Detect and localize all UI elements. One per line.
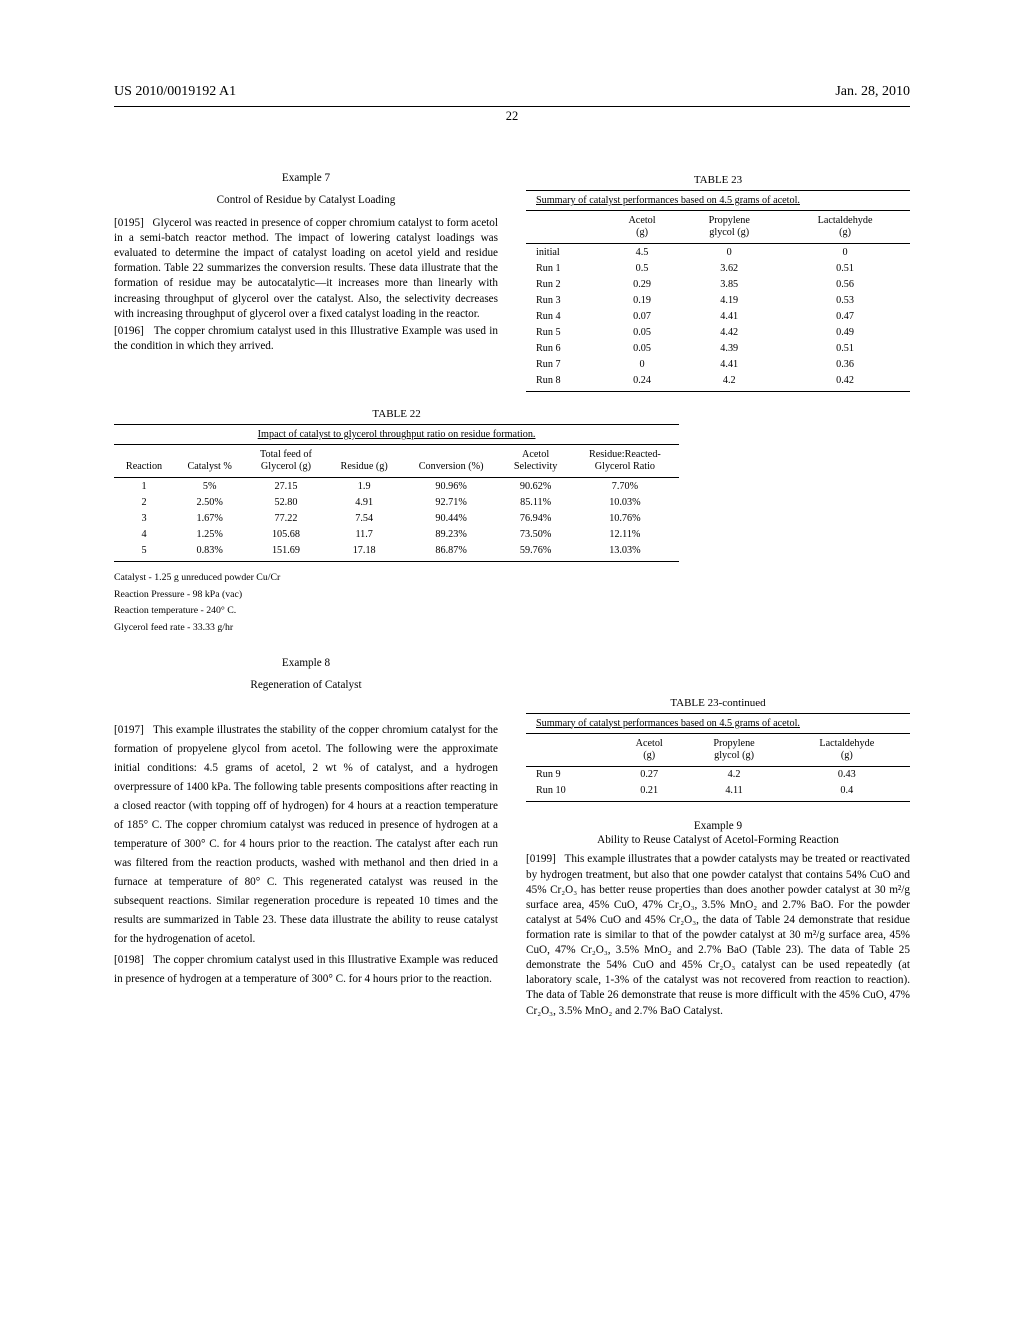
two-column-layout: Example 7 Control of Residue by Catalyst… xyxy=(114,158,910,392)
para-text: This example illustrates the stability o… xyxy=(114,724,498,945)
table-row: 41.25%105.6811.789.23%73.50%12.11% xyxy=(114,526,679,542)
para-number: [0197] xyxy=(114,724,144,736)
table-row: Run 40.074.410.47 xyxy=(526,308,910,324)
example-9-subtitle: Ability to Reuse Catalyst of Acetol-Form… xyxy=(526,834,910,846)
table-row: Run 50.054.420.49 xyxy=(526,324,910,340)
note: Reaction temperature - 240° C. xyxy=(114,603,679,620)
para-text: The copper chromium catalyst used in thi… xyxy=(114,325,498,352)
publication-date: Jan. 28, 2010 xyxy=(835,84,910,100)
table-row: Run 704.410.36 xyxy=(526,356,910,372)
example-7-subtitle: Control of Residue by Catalyst Loading xyxy=(114,194,498,206)
t22-h2: Catalyst % xyxy=(174,444,245,477)
example-7-title: Example 7 xyxy=(114,172,498,184)
note: Reaction Pressure - 98 kPa (vac) xyxy=(114,587,679,604)
table-23-label: TABLE 23 xyxy=(526,174,910,186)
para-text: The copper chromium catalyst used in thi… xyxy=(114,954,498,985)
table-row: Run 90.274.20.43 xyxy=(526,766,910,783)
page-header: US 2010/0019192 A1 Jan. 28, 2010 xyxy=(114,84,910,100)
paragraph-0196: [0196] The copper chromium catalyst used… xyxy=(114,324,498,354)
table-22: Impact of catalyst to glycerol throughpu… xyxy=(114,424,679,562)
example-9-title: Example 9 xyxy=(526,820,910,832)
t23-h2: Acetol(g) xyxy=(606,211,679,244)
right-column-lower: TABLE 23-continued Summary of catalyst p… xyxy=(526,643,910,1021)
para-number: [0195] xyxy=(114,217,144,229)
para-number: [0198] xyxy=(114,954,144,966)
note: Catalyst - 1.25 g unreduced powder Cu/Cr xyxy=(114,570,679,587)
table-23c-label: TABLE 23-continued xyxy=(526,697,910,709)
table-22-wrap: TABLE 22 Impact of catalyst to glycerol … xyxy=(114,408,910,637)
table-22-label: TABLE 22 xyxy=(114,408,679,420)
example-8-subtitle: Regeneration of Catalyst xyxy=(114,679,498,691)
t23-h4: Lactaldehyde(g) xyxy=(780,211,910,244)
table-row: 15%27.151.990.96%90.62%7.70% xyxy=(114,478,679,495)
t22-h3: Total feed ofGlycerol (g) xyxy=(245,444,326,477)
table-row: 50.83%151.6917.1886.87%59.76%13.03% xyxy=(114,542,679,561)
t22-h5: Conversion (%) xyxy=(402,444,501,477)
t22-h7: Residue:Reacted-Glycerol Ratio xyxy=(571,444,680,477)
lower-columns: Example 8 Regeneration of Catalyst [0197… xyxy=(114,643,910,1021)
example-8-title: Example 8 xyxy=(114,657,498,669)
table-row: Run 60.054.390.51 xyxy=(526,340,910,356)
page-number: 22 xyxy=(114,109,910,124)
table-row: Run 20.293.850.56 xyxy=(526,276,910,292)
t22-h1: Reaction xyxy=(114,444,174,477)
paragraph-0199: [0199] This example illustrates that a p… xyxy=(526,852,910,1018)
t22-h4: Residue (g) xyxy=(327,444,402,477)
note: Glycerol feed rate - 33.33 g/hr xyxy=(114,620,679,637)
para-number: [0196] xyxy=(114,325,144,337)
right-column-top: TABLE 23 Summary of catalyst performance… xyxy=(526,158,910,392)
table-22-caption: Impact of catalyst to glycerol throughpu… xyxy=(114,424,679,444)
table-22-notes: Catalyst - 1.25 g unreduced powder Cu/Cr… xyxy=(114,570,679,637)
table-23-caption: Summary of catalyst performances based o… xyxy=(526,191,910,211)
table-row: 31.67%77.227.5490.44%76.94%10.76% xyxy=(114,510,679,526)
paragraph-0197: [0197] This example illustrates the stab… xyxy=(114,721,498,949)
table-row: Run 100.214.110.4 xyxy=(526,783,910,802)
table-row: Run 10.53.620.51 xyxy=(526,260,910,276)
table-row: Run 30.194.190.53 xyxy=(526,292,910,308)
paragraph-0198: [0198] The copper chromium catalyst used… xyxy=(114,951,498,989)
table-row: Run 80.244.20.42 xyxy=(526,372,910,391)
paragraph-0195: [0195] Glycerol was reacted in presence … xyxy=(114,216,498,322)
table-row: 22.50%52.804.9192.71%85.11%10.03% xyxy=(114,494,679,510)
left-column-lower: Example 8 Regeneration of Catalyst [0197… xyxy=(114,643,498,1021)
t23-h1 xyxy=(526,211,606,244)
table-23: Summary of catalyst performances based o… xyxy=(526,190,910,392)
t23-body: initial4.500 Run 10.53.620.51 Run 20.293… xyxy=(526,244,910,392)
publication-number: US 2010/0019192 A1 xyxy=(114,84,236,100)
t22-body: 15%27.151.990.96%90.62%7.70% 22.50%52.80… xyxy=(114,478,679,562)
para-number: [0199] xyxy=(526,853,556,865)
table-row: initial4.500 xyxy=(526,244,910,261)
table-23-continued: Summary of catalyst performances based o… xyxy=(526,713,910,803)
para-text: This example illustrates that a powder c… xyxy=(526,853,910,1016)
left-column: Example 7 Control of Residue by Catalyst… xyxy=(114,158,498,392)
table-23c-caption: Summary of catalyst performances based o… xyxy=(526,713,910,733)
t22-h6: AcetolSelectivity xyxy=(501,444,571,477)
para-text: Glycerol was reacted in presence of copp… xyxy=(114,217,498,320)
t23-h3: Propyleneglycol (g) xyxy=(678,211,780,244)
header-rule xyxy=(114,106,910,107)
